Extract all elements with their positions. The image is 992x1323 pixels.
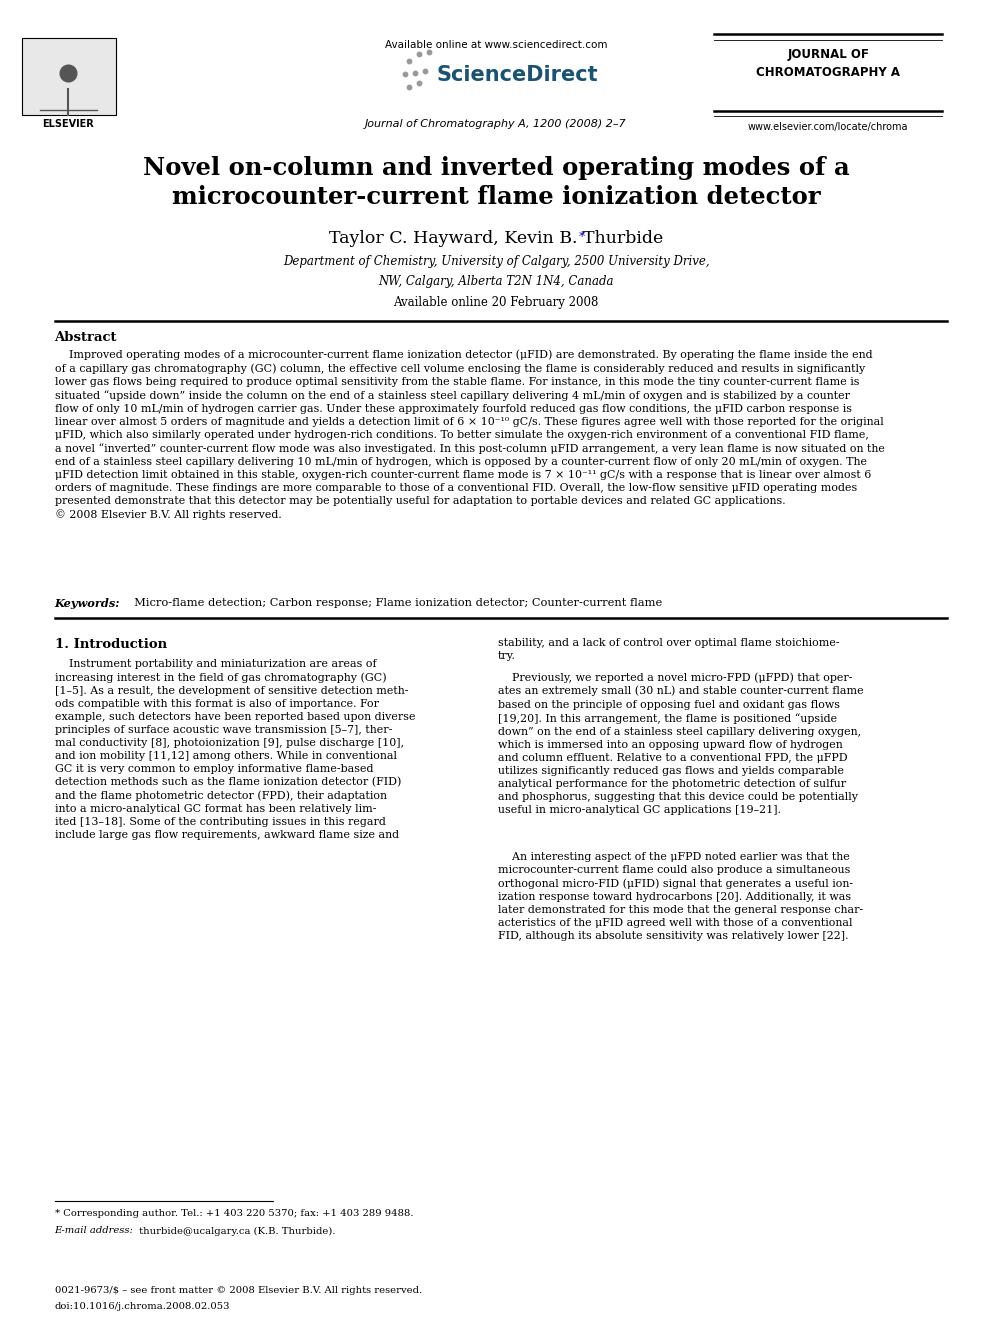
Text: thurbide@ucalgary.ca (K.B. Thurbide).: thurbide@ucalgary.ca (K.B. Thurbide). [136,1226,335,1236]
Text: Previously, we reported a novel micro-FPD (μFPD) that oper-
ates an extremely sm: Previously, we reported a novel micro-FP… [498,672,864,815]
Text: Abstract: Abstract [55,331,117,344]
Text: An interesting aspect of the μFPD noted earlier was that the
microcounter-curren: An interesting aspect of the μFPD noted … [498,852,863,941]
Text: ELSEVIER: ELSEVIER [43,119,94,130]
Text: stability, and a lack of control over optimal flame stoichiome-
try.: stability, and a lack of control over op… [498,638,839,660]
Text: JOURNAL OF: JOURNAL OF [788,48,869,61]
Text: CHROMATOGRAPHY A: CHROMATOGRAPHY A [756,66,901,79]
Text: E-mail address:: E-mail address: [55,1226,134,1236]
Text: microcounter-current flame ionization detector: microcounter-current flame ionization de… [172,185,820,209]
Text: 1. Introduction: 1. Introduction [55,638,167,651]
Text: Available online at www.sciencedirect.com: Available online at www.sciencedirect.co… [385,40,607,50]
Text: doi:10.1016/j.chroma.2008.02.053: doi:10.1016/j.chroma.2008.02.053 [55,1302,230,1311]
Text: Department of Chemistry, University of Calgary, 2500 University Drive,: Department of Chemistry, University of C… [283,255,709,269]
Text: ScienceDirect: ScienceDirect [436,65,598,86]
Text: *: * [578,230,584,243]
Text: Novel on-column and inverted operating modes of a: Novel on-column and inverted operating m… [143,156,849,180]
FancyBboxPatch shape [22,38,116,115]
Text: NW, Calgary, Alberta T2N 1N4, Canada: NW, Calgary, Alberta T2N 1N4, Canada [378,275,614,288]
Text: Taylor C. Hayward, Kevin B. Thurbide: Taylor C. Hayward, Kevin B. Thurbide [329,230,663,247]
Text: Instrument portability and miniaturization are areas of
increasing interest in t: Instrument portability and miniaturizati… [55,659,415,840]
Text: www.elsevier.com/locate/chroma: www.elsevier.com/locate/chroma [748,122,909,132]
Text: Micro-flame detection; Carbon response; Flame ionization detector; Counter-curre: Micro-flame detection; Carbon response; … [127,598,663,609]
Text: Available online 20 February 2008: Available online 20 February 2008 [393,296,599,310]
Text: 0021-9673/$ – see front matter © 2008 Elsevier B.V. All rights reserved.: 0021-9673/$ – see front matter © 2008 El… [55,1286,422,1295]
Text: * Corresponding author. Tel.: +1 403 220 5370; fax: +1 403 289 9488.: * Corresponding author. Tel.: +1 403 220… [55,1209,413,1218]
Text: Improved operating modes of a microcounter-current flame ionization detector (μF: Improved operating modes of a microcount… [55,349,885,520]
Text: Journal of Chromatography A, 1200 (2008) 2–7: Journal of Chromatography A, 1200 (2008)… [365,119,627,130]
Text: Keywords:: Keywords: [55,598,120,609]
